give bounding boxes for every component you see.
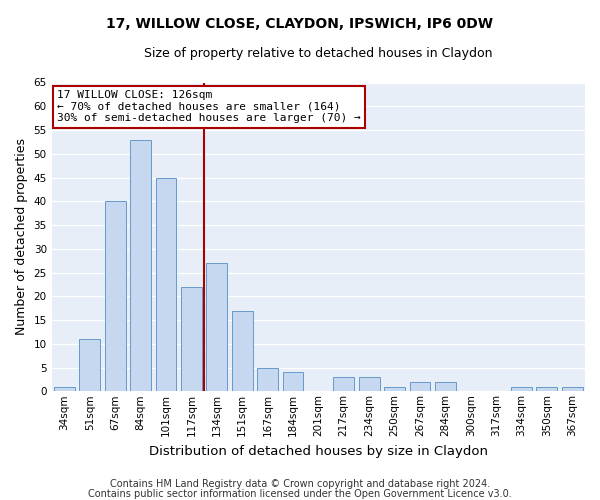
Bar [536, 386, 557, 392]
Bar [435, 382, 456, 392]
Text: 17 WILLOW CLOSE: 126sqm
← 70% of detached houses are smaller (164)
30% of semi-d: 17 WILLOW CLOSE: 126sqm ← 70% of detache… [57, 90, 361, 124]
Bar [232, 310, 253, 392]
Bar [130, 140, 151, 392]
Bar [283, 372, 304, 392]
Bar [105, 202, 125, 392]
Bar [155, 178, 176, 392]
Bar [206, 263, 227, 392]
Text: Contains HM Land Registry data © Crown copyright and database right 2024.: Contains HM Land Registry data © Crown c… [110, 479, 490, 489]
Bar [410, 382, 430, 392]
Text: Contains public sector information licensed under the Open Government Licence v3: Contains public sector information licen… [88, 489, 512, 499]
Title: Size of property relative to detached houses in Claydon: Size of property relative to detached ho… [144, 48, 493, 60]
Y-axis label: Number of detached properties: Number of detached properties [15, 138, 28, 336]
Bar [334, 377, 354, 392]
Bar [257, 368, 278, 392]
X-axis label: Distribution of detached houses by size in Claydon: Distribution of detached houses by size … [149, 444, 488, 458]
Bar [79, 339, 100, 392]
Text: 17, WILLOW CLOSE, CLAYDON, IPSWICH, IP6 0DW: 17, WILLOW CLOSE, CLAYDON, IPSWICH, IP6 … [107, 18, 493, 32]
Bar [54, 386, 75, 392]
Bar [181, 287, 202, 392]
Bar [384, 386, 405, 392]
Bar [511, 386, 532, 392]
Bar [359, 377, 380, 392]
Bar [562, 386, 583, 392]
